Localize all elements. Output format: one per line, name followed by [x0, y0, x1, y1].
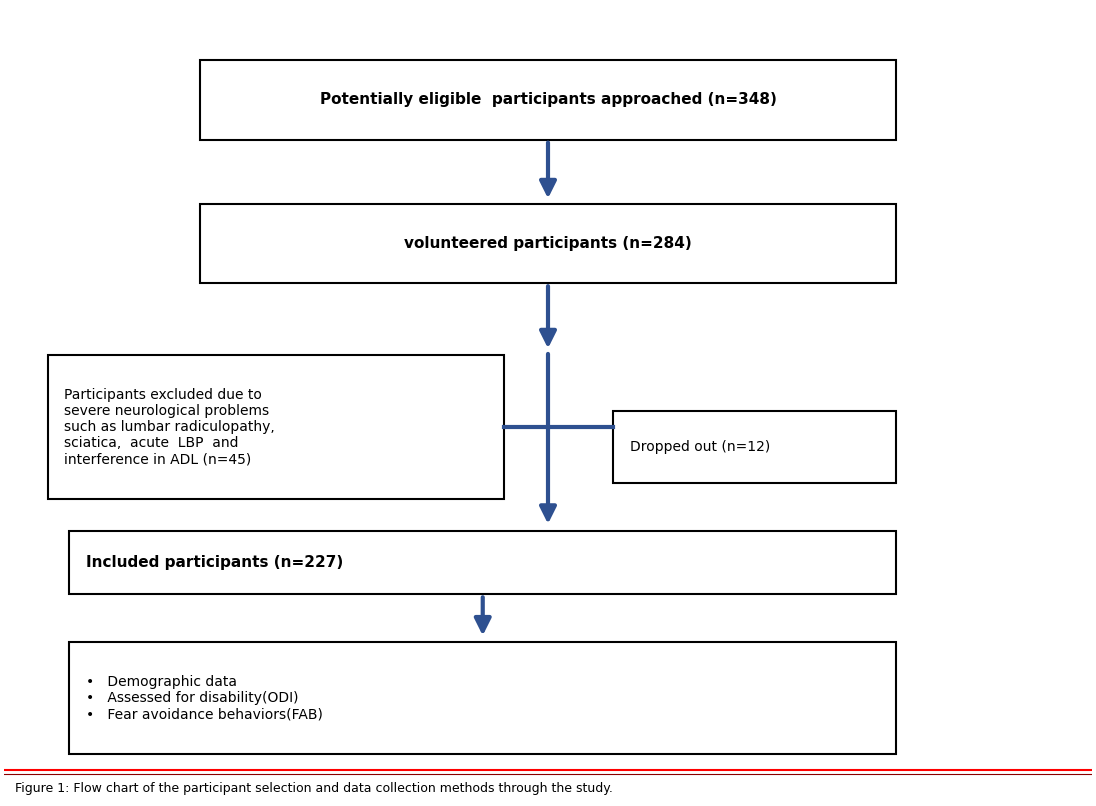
Text: Potentially eligible  participants approached (n=348): Potentially eligible participants approa…: [320, 93, 776, 107]
FancyBboxPatch shape: [199, 60, 897, 139]
Text: •   Demographic data
•   Assessed for disability(ODI)
•   Fear avoidance behavio: • Demographic data • Assessed for disabi…: [85, 675, 322, 721]
Text: Figure 1: Flow chart of the participant selection and data collection methods th: Figure 1: Flow chart of the participant …: [15, 782, 613, 795]
Text: Included participants (n=227): Included participants (n=227): [85, 555, 343, 570]
FancyBboxPatch shape: [199, 204, 897, 284]
Text: Participants excluded due to
severe neurological problems
such as lumbar radicul: Participants excluded due to severe neur…: [64, 388, 275, 467]
FancyBboxPatch shape: [69, 530, 897, 595]
FancyBboxPatch shape: [47, 355, 504, 499]
Text: Dropped out (n=12): Dropped out (n=12): [629, 440, 769, 454]
Text: volunteered participants (n=284): volunteered participants (n=284): [404, 236, 692, 251]
FancyBboxPatch shape: [69, 642, 897, 754]
FancyBboxPatch shape: [614, 411, 897, 483]
